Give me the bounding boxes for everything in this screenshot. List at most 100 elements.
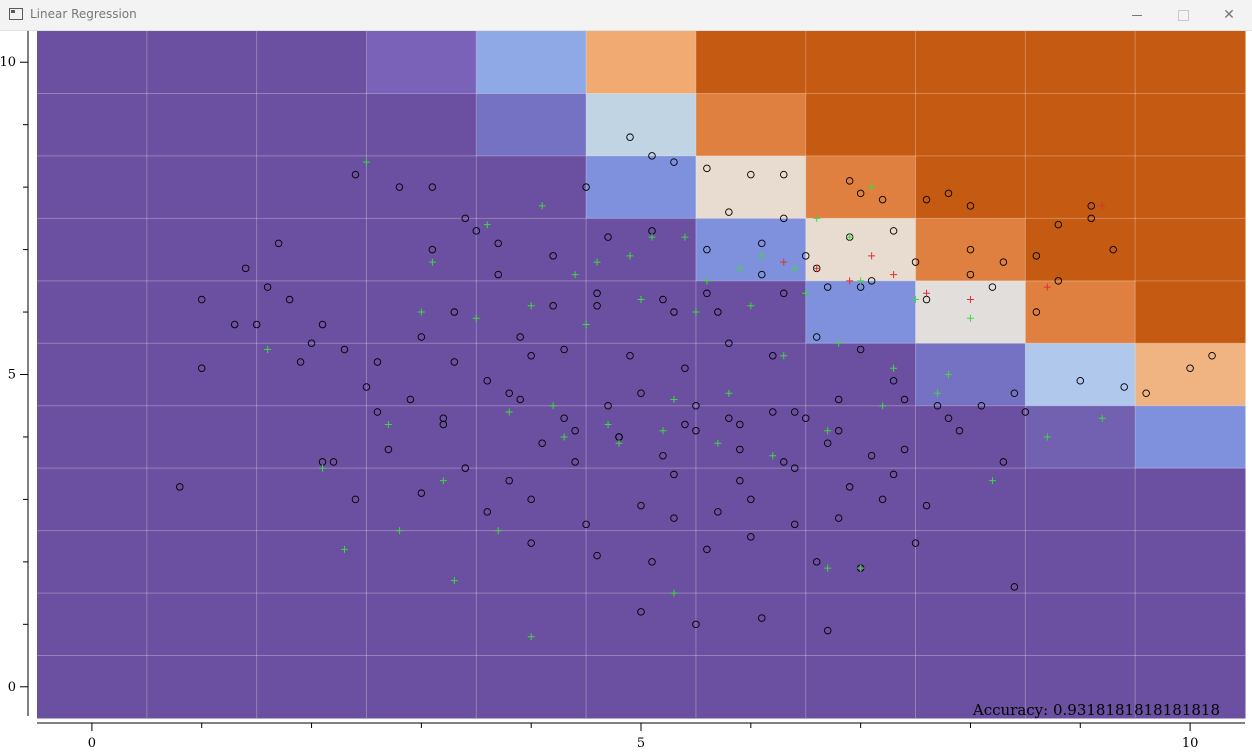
data-point-circle bbox=[593, 551, 601, 560]
data-point-plus bbox=[560, 433, 568, 441]
background-cell bbox=[915, 405, 1026, 469]
background-cell bbox=[586, 405, 697, 469]
data-point-plus bbox=[890, 364, 898, 372]
background-cell bbox=[146, 655, 258, 719]
data-point-plus bbox=[714, 439, 722, 447]
data-point-circle bbox=[483, 508, 492, 516]
background-cell bbox=[1025, 343, 1136, 407]
data-point-circle bbox=[450, 308, 459, 316]
data-point-circle bbox=[889, 376, 898, 385]
data-point-plus bbox=[1043, 433, 1051, 441]
data-point-circle bbox=[505, 389, 513, 397]
background-cell bbox=[1135, 280, 1246, 344]
data-point-circle bbox=[1186, 364, 1194, 373]
data-point-plus bbox=[626, 252, 634, 260]
background-cell bbox=[695, 530, 807, 594]
data-point-plus bbox=[802, 289, 810, 297]
background-cell bbox=[37, 593, 148, 657]
data-point-plus bbox=[659, 427, 667, 435]
background-cell bbox=[915, 31, 1026, 94]
data-point-circle bbox=[582, 183, 590, 191]
close-button[interactable]: ✕ bbox=[1206, 0, 1252, 30]
data-point-circle bbox=[1010, 583, 1019, 591]
data-point-circle bbox=[626, 352, 634, 360]
data-point-circle bbox=[1032, 252, 1041, 260]
data-point-circle bbox=[1142, 389, 1150, 397]
data-point-circle bbox=[483, 376, 492, 385]
data-point-circle bbox=[736, 445, 744, 454]
background-cell bbox=[37, 530, 148, 594]
data-point-plus bbox=[549, 402, 557, 410]
data-point-plus bbox=[483, 221, 491, 229]
background-cell bbox=[146, 530, 258, 594]
data-point-plus bbox=[670, 395, 678, 403]
data-point-plus bbox=[362, 158, 370, 166]
title-bar[interactable]: Linear Regression ✕ bbox=[0, 0, 1252, 31]
data-point-plus bbox=[879, 402, 887, 410]
background-cell bbox=[695, 343, 807, 407]
background-cell bbox=[805, 530, 917, 594]
data-point-plus bbox=[857, 564, 865, 572]
y-tick-label: 10 bbox=[0, 55, 16, 70]
data-point-plus bbox=[681, 233, 689, 241]
data-point-circle bbox=[197, 295, 206, 304]
maximize-button[interactable] bbox=[1160, 0, 1206, 30]
background-cell bbox=[805, 655, 917, 719]
data-point-circle bbox=[373, 358, 382, 366]
data-point-plus bbox=[340, 545, 348, 553]
background-cell bbox=[37, 280, 148, 344]
data-point-circle bbox=[637, 389, 645, 397]
background-cell bbox=[586, 343, 697, 407]
data-point-plus bbox=[264, 346, 272, 354]
background-cell bbox=[1135, 468, 1246, 532]
data-point-circle bbox=[252, 320, 261, 329]
background-cell bbox=[366, 218, 477, 282]
data-point-circle bbox=[274, 239, 283, 248]
data-point-circle bbox=[549, 252, 557, 260]
x-tick-label: 0 bbox=[88, 736, 96, 751]
data-point-circle bbox=[812, 558, 821, 566]
data-point-circle bbox=[461, 214, 470, 223]
data-point-plus bbox=[1043, 283, 1051, 291]
background-cell bbox=[805, 218, 917, 282]
data-point-circle bbox=[736, 476, 744, 485]
data-point-plus bbox=[1098, 202, 1106, 210]
maximize-icon bbox=[1177, 9, 1189, 21]
data-point-circle bbox=[670, 158, 678, 166]
data-point-circle bbox=[296, 358, 305, 366]
data-point-circle bbox=[406, 395, 415, 404]
data-point-circle bbox=[834, 426, 843, 435]
y-tick-label: 0 bbox=[8, 680, 16, 695]
data-point-circle bbox=[351, 495, 360, 504]
background-cell bbox=[1025, 93, 1136, 157]
minimize-button[interactable] bbox=[1114, 0, 1160, 30]
background-cell bbox=[1135, 93, 1246, 157]
background-cell bbox=[1135, 530, 1246, 594]
data-point-circle bbox=[823, 626, 832, 635]
scatter-chart: 0 5 10 0 5 10 Accuracy: 0.9318181818181818 bbox=[0, 31, 1246, 751]
data-point-circle bbox=[725, 339, 733, 348]
data-point-circle bbox=[911, 258, 920, 266]
data-point-circle bbox=[911, 539, 920, 547]
background-cell bbox=[1135, 31, 1246, 94]
data-point-circle bbox=[560, 345, 568, 354]
data-point-circle bbox=[373, 408, 382, 416]
data-point-circle bbox=[307, 339, 316, 348]
background-cell bbox=[915, 218, 1026, 282]
data-point-circle bbox=[263, 283, 272, 291]
background-cell bbox=[256, 593, 367, 657]
x-tick-label: 10 bbox=[1182, 736, 1199, 751]
data-point-plus bbox=[494, 527, 502, 535]
data-point-circle bbox=[856, 345, 865, 354]
data-point-circle bbox=[351, 170, 360, 179]
data-point-circle bbox=[966, 245, 975, 254]
data-point-plus bbox=[791, 264, 799, 272]
data-point-circle bbox=[176, 483, 184, 491]
background-cell bbox=[476, 93, 587, 157]
data-point-circle bbox=[593, 289, 601, 298]
background-cell bbox=[146, 155, 258, 219]
background-cell bbox=[256, 31, 367, 94]
data-point-circle bbox=[703, 289, 711, 298]
data-point-plus bbox=[505, 408, 513, 416]
background-cell bbox=[366, 155, 477, 219]
